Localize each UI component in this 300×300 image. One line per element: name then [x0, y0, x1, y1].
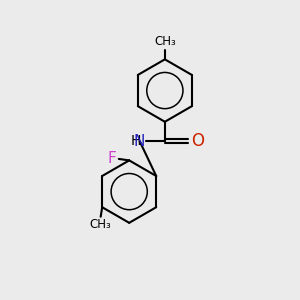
- Text: H: H: [131, 134, 141, 148]
- Text: O: O: [191, 132, 204, 150]
- Text: F: F: [108, 152, 116, 166]
- Text: CH₃: CH₃: [90, 218, 112, 231]
- Text: CH₃: CH₃: [154, 35, 176, 48]
- Text: N: N: [134, 134, 145, 148]
